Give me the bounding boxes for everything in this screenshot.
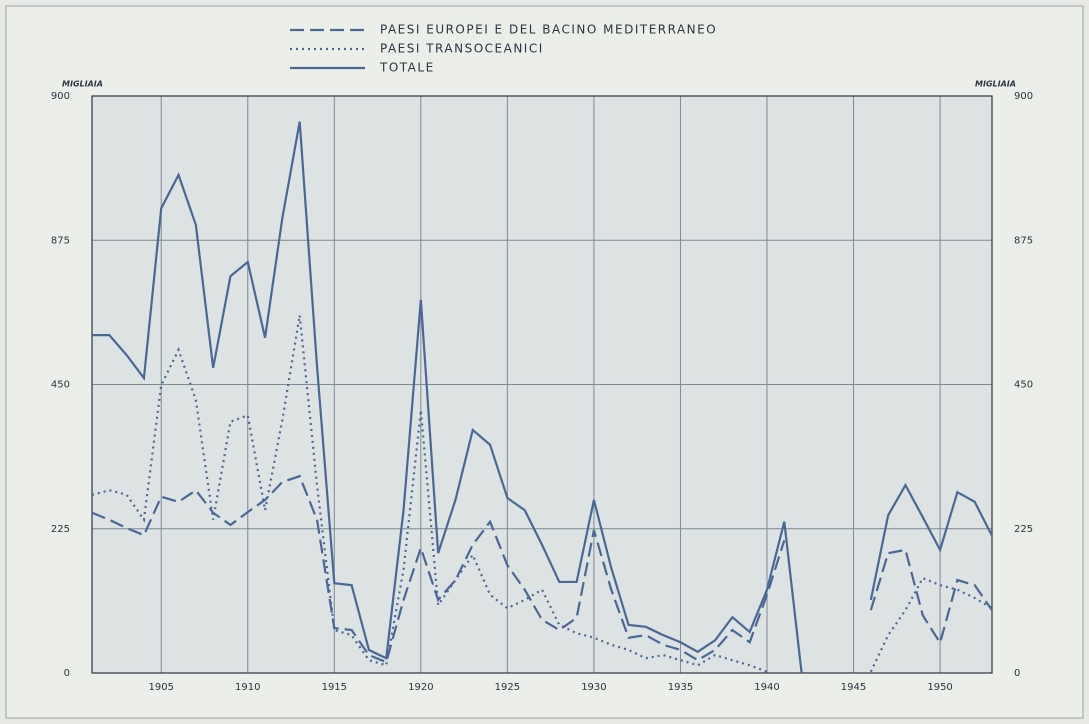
y-tick-label: 900 xyxy=(51,91,70,102)
series-line xyxy=(91,315,993,673)
legend-label: TOTALE xyxy=(379,61,435,75)
y-tick-label: 450 xyxy=(51,380,70,391)
y-tick-label: 225 xyxy=(51,524,70,535)
legend-label: PAESI EUROPEI E DEL BACINO MEDITERRANEO xyxy=(380,23,717,37)
x-tick-label: 1935 xyxy=(668,682,693,693)
y-tick-label: 875 xyxy=(51,235,70,246)
y-tick-label-right: 225 xyxy=(1014,524,1033,535)
series-line xyxy=(91,474,993,664)
x-tick-label: 1950 xyxy=(927,682,952,693)
y-tick-label: 0 xyxy=(64,668,70,679)
y-tick-label-right: 450 xyxy=(1014,380,1033,391)
x-tick-label: 1945 xyxy=(841,682,866,693)
y-tick-label-right: 875 xyxy=(1014,235,1033,246)
x-tick-label: 1925 xyxy=(495,682,520,693)
x-tick-label: 1940 xyxy=(754,682,779,693)
series-line xyxy=(92,121,993,674)
x-tick-label: 1910 xyxy=(235,682,260,693)
x-tick-label: 1930 xyxy=(581,682,606,693)
y-label-right: MIGLIAIA xyxy=(975,80,1016,89)
x-tick-label: 1920 xyxy=(408,682,433,693)
x-tick-label: 1905 xyxy=(149,682,174,693)
legend-label: PAESI TRANSOCEANICI xyxy=(380,42,544,56)
y-label-left: MIGLIAIA xyxy=(62,80,103,89)
x-tick-label: 1915 xyxy=(322,682,347,693)
y-tick-label-right: 900 xyxy=(1014,91,1033,102)
y-tick-label-right: 0 xyxy=(1014,668,1020,679)
plot-border xyxy=(91,95,993,674)
